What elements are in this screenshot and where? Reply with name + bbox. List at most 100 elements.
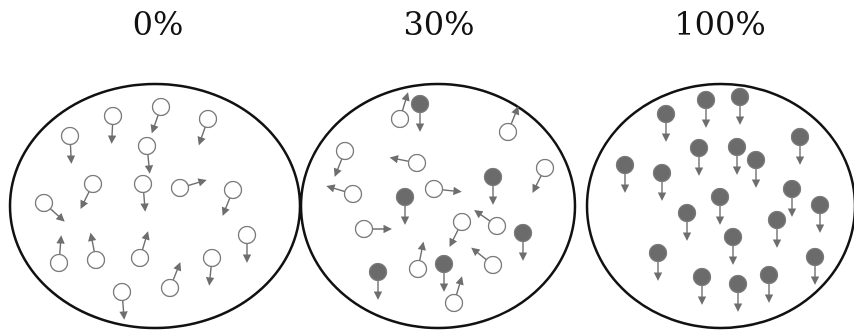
filled-particle bbox=[689, 138, 709, 158]
particle-30-percent-8 bbox=[483, 167, 503, 205]
particle-0-percent-7 bbox=[133, 174, 153, 212]
particle-30-percent-11 bbox=[354, 219, 392, 239]
velocity-arrow bbox=[442, 186, 462, 196]
particle-100-percent-5 bbox=[689, 138, 709, 176]
particle-100-percent-2 bbox=[696, 90, 716, 128]
filled-particle bbox=[434, 254, 454, 274]
filled-particle bbox=[483, 167, 503, 187]
particle-30-percent-14 bbox=[513, 223, 533, 261]
container-30-percent bbox=[299, 82, 577, 330]
hollow-particle bbox=[223, 180, 243, 200]
velocity-arrow bbox=[333, 158, 343, 177]
panel-title-100-percent: 100% bbox=[674, 5, 766, 43]
hollow-particle bbox=[483, 255, 503, 275]
hollow-particle bbox=[424, 179, 444, 199]
velocity-arrow bbox=[510, 106, 520, 125]
filled-particle bbox=[767, 210, 787, 230]
filled-particle bbox=[652, 163, 672, 183]
velocity-arrow bbox=[205, 266, 215, 286]
filled-particle bbox=[615, 155, 635, 175]
filled-particle bbox=[656, 104, 676, 124]
filled-particle bbox=[746, 150, 766, 170]
particle-100-percent-15 bbox=[723, 227, 743, 265]
particle-0-percent-9 bbox=[221, 180, 243, 216]
velocity-arrow bbox=[88, 232, 97, 252]
particle-100-percent-1 bbox=[656, 104, 676, 142]
hollow-particle bbox=[408, 259, 428, 279]
particle-0-percent-10 bbox=[34, 193, 65, 222]
filled-particle bbox=[805, 247, 825, 267]
filled-particle bbox=[368, 262, 388, 282]
particle-0-percent-6 bbox=[80, 174, 103, 209]
particle-30-percent-19 bbox=[444, 276, 464, 313]
hollow-particle bbox=[83, 174, 103, 194]
velocity-arrow bbox=[474, 210, 491, 222]
hollow-particle bbox=[390, 109, 410, 129]
particle-100-percent-8 bbox=[615, 155, 635, 193]
velocity-arrow bbox=[56, 235, 65, 255]
particle-100-percent-17 bbox=[805, 247, 825, 285]
particle-100-percent-6 bbox=[727, 137, 747, 175]
particle-100-percent-4 bbox=[790, 127, 810, 165]
velocity-arrow bbox=[140, 192, 149, 212]
hollow-particle bbox=[137, 136, 157, 156]
hollow-particle bbox=[335, 141, 355, 161]
hollow-particle bbox=[112, 282, 132, 302]
particle-30-percent-18 bbox=[471, 247, 503, 275]
velocity-arrow bbox=[80, 191, 90, 209]
hollow-particle bbox=[60, 126, 80, 146]
hollow-particle bbox=[130, 248, 150, 268]
velocity-arrow bbox=[119, 300, 128, 320]
particle-100-percent-19 bbox=[728, 274, 748, 312]
particle-30-percent-13 bbox=[474, 210, 507, 236]
velocity-arrow bbox=[449, 229, 459, 247]
velocity-arrow bbox=[172, 262, 182, 281]
filled-particle bbox=[513, 223, 533, 243]
particle-100-percent-16 bbox=[648, 243, 668, 281]
particle-100-percent-20 bbox=[759, 265, 779, 303]
particle-100-percent-10 bbox=[677, 203, 697, 241]
container-0-percent bbox=[8, 82, 302, 330]
filled-particle bbox=[723, 227, 743, 247]
hollow-particle bbox=[198, 109, 218, 129]
hollow-particle bbox=[49, 253, 69, 273]
particle-30-percent-3 bbox=[333, 141, 355, 177]
hollow-particle bbox=[343, 184, 363, 204]
filled-particle bbox=[730, 87, 750, 107]
particle-0-percent-1 bbox=[60, 126, 80, 164]
filled-particle bbox=[710, 187, 730, 207]
particle-0-percent-17 bbox=[112, 282, 132, 320]
filled-particle bbox=[782, 179, 802, 199]
filled-particle bbox=[395, 187, 415, 207]
hollow-particle bbox=[487, 216, 507, 236]
particle-30-percent-12 bbox=[449, 212, 472, 247]
particle-30-percent-15 bbox=[408, 241, 428, 279]
filled-particle bbox=[728, 274, 748, 294]
velocity-arrow bbox=[389, 155, 409, 164]
hollow-particle bbox=[452, 212, 472, 232]
particle-30-percent-17 bbox=[368, 262, 388, 300]
particle-0-percent-15 bbox=[202, 248, 222, 286]
particle-100-percent-3 bbox=[730, 87, 750, 125]
particle-100-percent-14 bbox=[767, 210, 787, 248]
velocity-arrow bbox=[141, 231, 150, 251]
hollow-particle bbox=[407, 153, 427, 173]
velocity-arrow bbox=[471, 247, 487, 261]
velocity-arrow bbox=[532, 175, 542, 193]
filled-particle bbox=[727, 137, 747, 157]
particle-100-percent-13 bbox=[810, 195, 830, 233]
hollow-particle bbox=[202, 248, 222, 268]
velocity-arrow bbox=[221, 197, 231, 216]
particle-0-percent-3 bbox=[150, 97, 171, 134]
particle-30-percent-9 bbox=[532, 158, 555, 193]
hollow-particle bbox=[354, 219, 374, 239]
container-100-percent bbox=[585, 82, 854, 330]
particle-0-percent-14 bbox=[160, 262, 182, 298]
velocity-arrow bbox=[455, 276, 464, 296]
velocity-arrow bbox=[417, 241, 426, 261]
particle-0-percent-11 bbox=[49, 235, 69, 273]
filled-particle bbox=[790, 127, 810, 147]
particle-100-percent-11 bbox=[710, 187, 730, 225]
velocity-arrow bbox=[66, 144, 76, 164]
